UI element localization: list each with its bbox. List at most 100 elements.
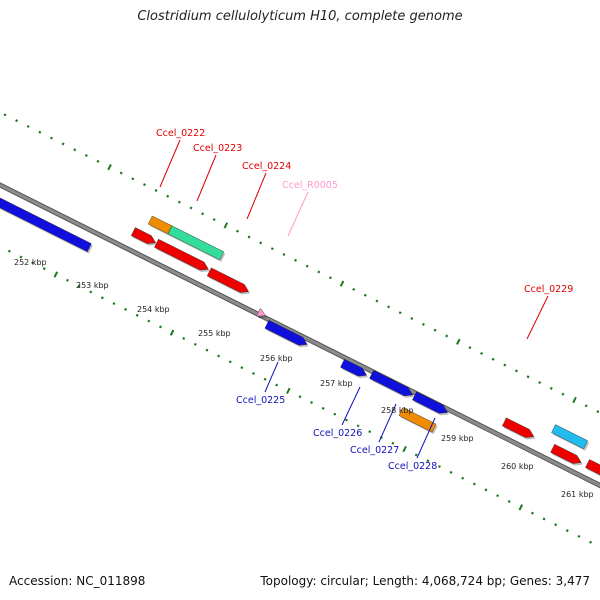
- minor-tick: [305, 264, 309, 268]
- minor-tick: [589, 540, 593, 544]
- minor-tick: [356, 424, 360, 428]
- outer-tick-ring: [3, 113, 600, 414]
- minor-tick: [484, 488, 488, 492]
- cds-feature[interactable]: [369, 370, 413, 397]
- cds-feature[interactable]: [340, 358, 367, 377]
- gene-label[interactable]: Ccel_0222: [156, 128, 205, 139]
- minor-tick: [49, 136, 53, 140]
- minor-tick: [3, 113, 7, 117]
- genome-backbone: [0, 182, 600, 489]
- minor-tick: [554, 523, 558, 527]
- minor-tick: [387, 305, 391, 309]
- minor-tick: [15, 119, 19, 123]
- cds-feature[interactable]: [398, 407, 437, 433]
- gene-label[interactable]: Ccel_0229: [524, 284, 573, 295]
- rna-feature[interactable]: [256, 308, 266, 317]
- cds-feature[interactable]: [167, 225, 225, 261]
- minor-tick: [298, 395, 302, 399]
- kbp-label: 261 kbp: [561, 490, 594, 499]
- genome-stats-text: Topology: circular; Length: 4,068,724 bp…: [260, 574, 590, 588]
- minor-tick: [247, 235, 251, 239]
- gene-leader-line: [246, 172, 267, 220]
- minor-tick: [31, 261, 35, 265]
- gene-leader-line: [341, 386, 361, 426]
- minor-tick: [391, 441, 395, 445]
- major-tick: [572, 396, 577, 404]
- minor-tick: [577, 534, 581, 538]
- minor-tick: [61, 142, 65, 146]
- minor-tick: [166, 194, 170, 198]
- kbp-label: 260 kbp: [501, 462, 534, 471]
- minor-tick: [538, 381, 542, 385]
- gene-label[interactable]: Ccel_0225: [236, 395, 285, 406]
- minor-tick: [507, 500, 511, 503]
- minor-tick: [96, 159, 100, 163]
- minor-tick: [73, 148, 77, 152]
- minor-tick: [526, 375, 530, 379]
- minor-tick: [182, 337, 186, 340]
- minor-tick: [491, 357, 495, 361]
- minor-tick: [310, 401, 314, 405]
- minor-tick: [147, 319, 151, 323]
- cds-feature[interactable]: [550, 444, 582, 464]
- gene-leader-line: [159, 139, 181, 188]
- gene-label[interactable]: Ccel_0224: [242, 161, 291, 172]
- gene-label[interactable]: Ccel_0223: [193, 143, 242, 154]
- minor-tick: [7, 249, 11, 253]
- gene-leader-line: [526, 295, 549, 340]
- minor-tick: [561, 392, 565, 396]
- gene-label[interactable]: Ccel_0228: [388, 461, 437, 472]
- feature-track: [0, 191, 600, 487]
- minor-tick: [549, 386, 553, 390]
- minor-tick: [100, 296, 104, 300]
- kbp-scale-labels: 252 kbp 253 kbp 254 kbp 255 kbp 256 kbp 257 k…: [14, 258, 594, 499]
- minor-tick: [217, 354, 221, 358]
- major-tick: [223, 222, 229, 229]
- cds-feature[interactable]: [154, 238, 209, 271]
- minor-tick: [294, 258, 298, 262]
- cds-feature[interactable]: [206, 267, 249, 293]
- cds-feature[interactable]: [412, 391, 448, 414]
- minor-tick: [461, 476, 465, 480]
- minor-tick: [328, 276, 332, 280]
- cds-feature[interactable]: [502, 417, 535, 438]
- minor-tick: [270, 247, 274, 251]
- minor-tick: [565, 529, 569, 533]
- gene-leader-line: [264, 361, 279, 393]
- gene-label[interactable]: Ccel_R0005: [282, 180, 338, 191]
- backbone-line: [0, 183, 600, 488]
- minor-tick: [426, 459, 430, 463]
- map-title: Clostridium cellulolyticum H10, complete…: [137, 9, 463, 24]
- gene-label[interactable]: Ccel_0227: [350, 445, 399, 456]
- kbp-label: 252 kbp: [14, 258, 47, 267]
- cds-feature[interactable]: [130, 227, 156, 244]
- minor-tick: [275, 383, 279, 387]
- minor-tick: [77, 284, 81, 288]
- cds-feature[interactable]: [264, 319, 308, 346]
- cds-feature[interactable]: [585, 459, 600, 487]
- gene-label[interactable]: Ccel_0226: [313, 428, 362, 439]
- minor-tick: [135, 313, 139, 317]
- cds-feature[interactable]: [551, 424, 588, 450]
- cds-feature[interactable]: [0, 191, 92, 252]
- minor-tick: [26, 124, 30, 128]
- minor-tick: [235, 229, 239, 233]
- minor-tick: [240, 366, 244, 370]
- minor-tick: [414, 453, 418, 457]
- minor-tick: [333, 412, 337, 416]
- major-tick: [107, 164, 112, 171]
- minor-tick: [259, 241, 263, 245]
- minor-tick: [445, 334, 449, 338]
- kbp-label: 256 kbp: [260, 354, 293, 363]
- minor-tick: [205, 348, 209, 352]
- major-tick: [518, 504, 524, 511]
- minor-tick: [398, 311, 402, 315]
- minor-tick: [433, 328, 437, 332]
- minor-tick: [317, 270, 321, 274]
- major-tick: [402, 445, 407, 453]
- minor-tick: [514, 369, 518, 373]
- minor-tick: [89, 290, 93, 294]
- kbp-label: 253 kbp: [76, 281, 109, 290]
- minor-tick: [437, 465, 441, 469]
